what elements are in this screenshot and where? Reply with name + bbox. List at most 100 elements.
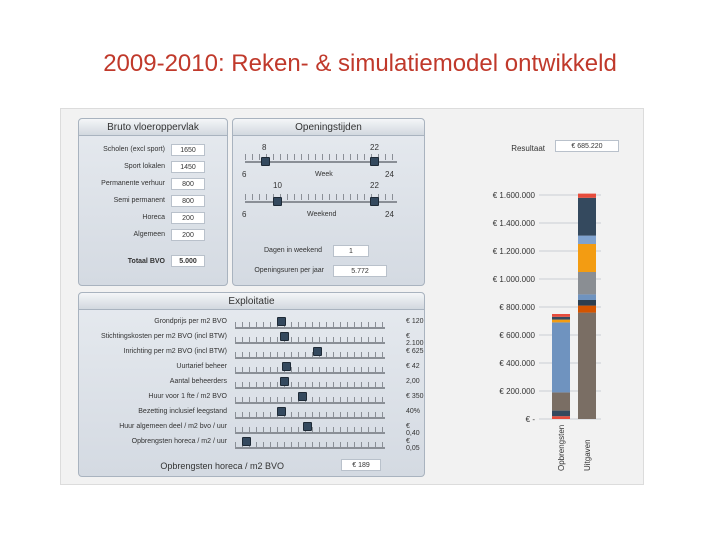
exploitatie-slider-track[interactable] xyxy=(235,357,385,359)
exploitatie-slider-track[interactable] xyxy=(235,327,385,329)
bvo-panel: Bruto vloeroppervlak Scholen (excl sport… xyxy=(78,118,228,286)
exploitatie-row-value: 40% xyxy=(406,408,421,415)
y-tick-label: € 1.200.000 xyxy=(493,247,536,256)
chart-area: € 1.600.000 € 1.400.000 € 1.200.000 € 1.000… xyxy=(477,179,641,479)
exploitatie-row-value: € 625 xyxy=(406,348,424,355)
exploitatie-slider-handle[interactable] xyxy=(280,332,290,341)
exploitatie-slider-ticks xyxy=(235,397,385,403)
exploitatie-slider-ticks xyxy=(235,352,385,358)
bvo-row-input[interactable]: 800 xyxy=(171,195,205,207)
bar-segment xyxy=(578,294,596,300)
exploitatie-row-value: € 350 xyxy=(406,393,424,400)
bvo-panel-title: Bruto vloeroppervlak xyxy=(79,119,227,136)
bar-segment xyxy=(552,322,570,393)
week-to-value: 22 xyxy=(370,143,379,152)
openingsuren-label: Openingsuren per jaar xyxy=(254,267,324,274)
week-range-track xyxy=(245,161,397,163)
bar-segment xyxy=(552,392,570,411)
dagen-weekend-stepper[interactable]: 1 xyxy=(333,245,369,257)
openingsuren-value: 5.772 xyxy=(333,265,387,277)
exploitatie-slider-handle[interactable] xyxy=(281,362,291,371)
bar-segment xyxy=(552,314,570,317)
bvo-row-input[interactable]: 200 xyxy=(171,212,205,224)
exploitatie-slider-track[interactable] xyxy=(235,402,385,404)
weekend-start-label: 6 xyxy=(242,210,247,219)
exploitatie-row-label: Uurtarief beheer xyxy=(176,363,227,370)
bvo-row-input[interactable]: 1450 xyxy=(171,161,205,173)
weekend-from-handle[interactable] xyxy=(273,197,282,206)
week-from-value: 8 xyxy=(262,143,267,152)
exploitatie-row-label: Stichtingskosten per m2 BVO (incl BTW) xyxy=(100,333,227,340)
bar-segment xyxy=(578,312,596,419)
exploitatie-row-value: € 120 xyxy=(406,318,424,325)
exploitatie-row-label: Aantal beheerders xyxy=(169,378,227,385)
exploitatie-slider-handle[interactable] xyxy=(277,317,287,326)
bar-segment xyxy=(578,244,596,272)
weekend-to-value: 22 xyxy=(370,181,379,190)
bar-segment xyxy=(552,316,570,320)
y-tick-label: € 200.000 xyxy=(499,387,535,396)
bar-segment xyxy=(578,300,596,306)
weekend-label: Weekend xyxy=(307,211,337,218)
exploitatie-row-label: Bezetting inclusief leegstand xyxy=(138,408,227,415)
exploitatie-slider-ticks xyxy=(235,382,385,388)
bvo-row-input[interactable]: 1650 xyxy=(171,144,205,156)
openingstijden-title: Openingstijden xyxy=(233,119,424,136)
bvo-row-input[interactable]: 200 xyxy=(171,229,205,241)
y-tick-label: € 1.600.000 xyxy=(493,191,536,200)
exploitatie-panel: Exploitatie Grondprijs per m2 BVO € 120 St… xyxy=(78,292,425,477)
exploitatie-slider-track[interactable] xyxy=(235,342,385,344)
exploitatie-row-label: Huur voor 1 fte / m2 BVO xyxy=(148,393,227,400)
openingstijden-panel: Openingstijden 8 22 6 Week 24 10 22 6 We… xyxy=(232,118,425,286)
week-to-handle[interactable] xyxy=(370,157,379,166)
exploitatie-slider-handle[interactable] xyxy=(312,347,322,356)
exploitatie-row-value: 2,00 xyxy=(406,378,420,385)
exploitatie-slider-ticks xyxy=(235,367,385,373)
y-tick-label: € 600.000 xyxy=(499,331,535,340)
weekend-range-track xyxy=(245,201,397,203)
weekend-from-value: 10 xyxy=(273,181,282,190)
exploitatie-slider-ticks xyxy=(235,412,385,418)
bvo-row-input[interactable]: 800 xyxy=(171,178,205,190)
horeca-footer-value: € 189 xyxy=(341,459,381,471)
simulation-app: Bruto vloeroppervlak Scholen (excl sport… xyxy=(60,108,644,485)
x-category-label: Uitgaven xyxy=(583,439,592,471)
week-label: Week xyxy=(315,171,333,178)
bvo-row-label: Semi permanent xyxy=(113,197,165,204)
bvo-total-value: 5.000 xyxy=(171,255,205,267)
exploitatie-slider-track[interactable] xyxy=(235,447,385,449)
bar-segment xyxy=(578,197,596,236)
exploitatie-slider-track[interactable] xyxy=(235,432,385,434)
exploitatie-slider-track[interactable] xyxy=(235,372,385,374)
weekend-to-handle[interactable] xyxy=(370,197,379,206)
resultaat-label: Resultaat xyxy=(511,144,545,153)
exploitatie-slider-handle[interactable] xyxy=(280,377,290,386)
bar-segment xyxy=(578,305,596,313)
bar-segment xyxy=(578,193,596,198)
x-category-label: Opbrengsten xyxy=(557,425,566,471)
exploitatie-slider-track[interactable] xyxy=(235,387,385,389)
exploitatie-slider-handle[interactable] xyxy=(277,407,287,416)
exploitatie-slider-handle[interactable] xyxy=(298,392,308,401)
bar-segment xyxy=(578,235,596,244)
y-tick-label: € 1.000.000 xyxy=(493,275,536,284)
exploitatie-slider-handle[interactable] xyxy=(242,437,252,446)
bar-segment xyxy=(552,319,570,323)
stacked-bar-chart: € 1.600.000 € 1.400.000 € 1.200.000 € 1.000… xyxy=(493,191,601,471)
exploitatie-slider-ticks xyxy=(235,337,385,343)
horeca-footer-label: Opbrengsten horeca / m2 BVO xyxy=(160,461,284,471)
y-tick-label: € - xyxy=(526,415,536,424)
exploitatie-slider-track[interactable] xyxy=(235,417,385,419)
bvo-row-label: Horeca xyxy=(142,214,165,221)
exploitatie-row-label: Inrichting per m2 BVO (incl BTW) xyxy=(123,348,227,355)
week-from-handle[interactable] xyxy=(261,157,270,166)
bvo-row-label: Scholen (excl sport) xyxy=(103,146,165,153)
week-start-label: 6 xyxy=(242,170,247,179)
weekend-range-ticks xyxy=(245,194,397,200)
exploitatie-slider-handle[interactable] xyxy=(302,422,312,431)
week-end-label: 24 xyxy=(385,170,394,179)
exploitatie-row-label: Opbrengsten horeca / m2 / uur xyxy=(131,438,227,445)
bar-segment xyxy=(578,272,596,295)
exploitatie-row-label: Huur algemeen deel / m2 bvo / uur xyxy=(119,423,227,430)
exploitatie-row-value: € 0,05 xyxy=(406,438,420,452)
